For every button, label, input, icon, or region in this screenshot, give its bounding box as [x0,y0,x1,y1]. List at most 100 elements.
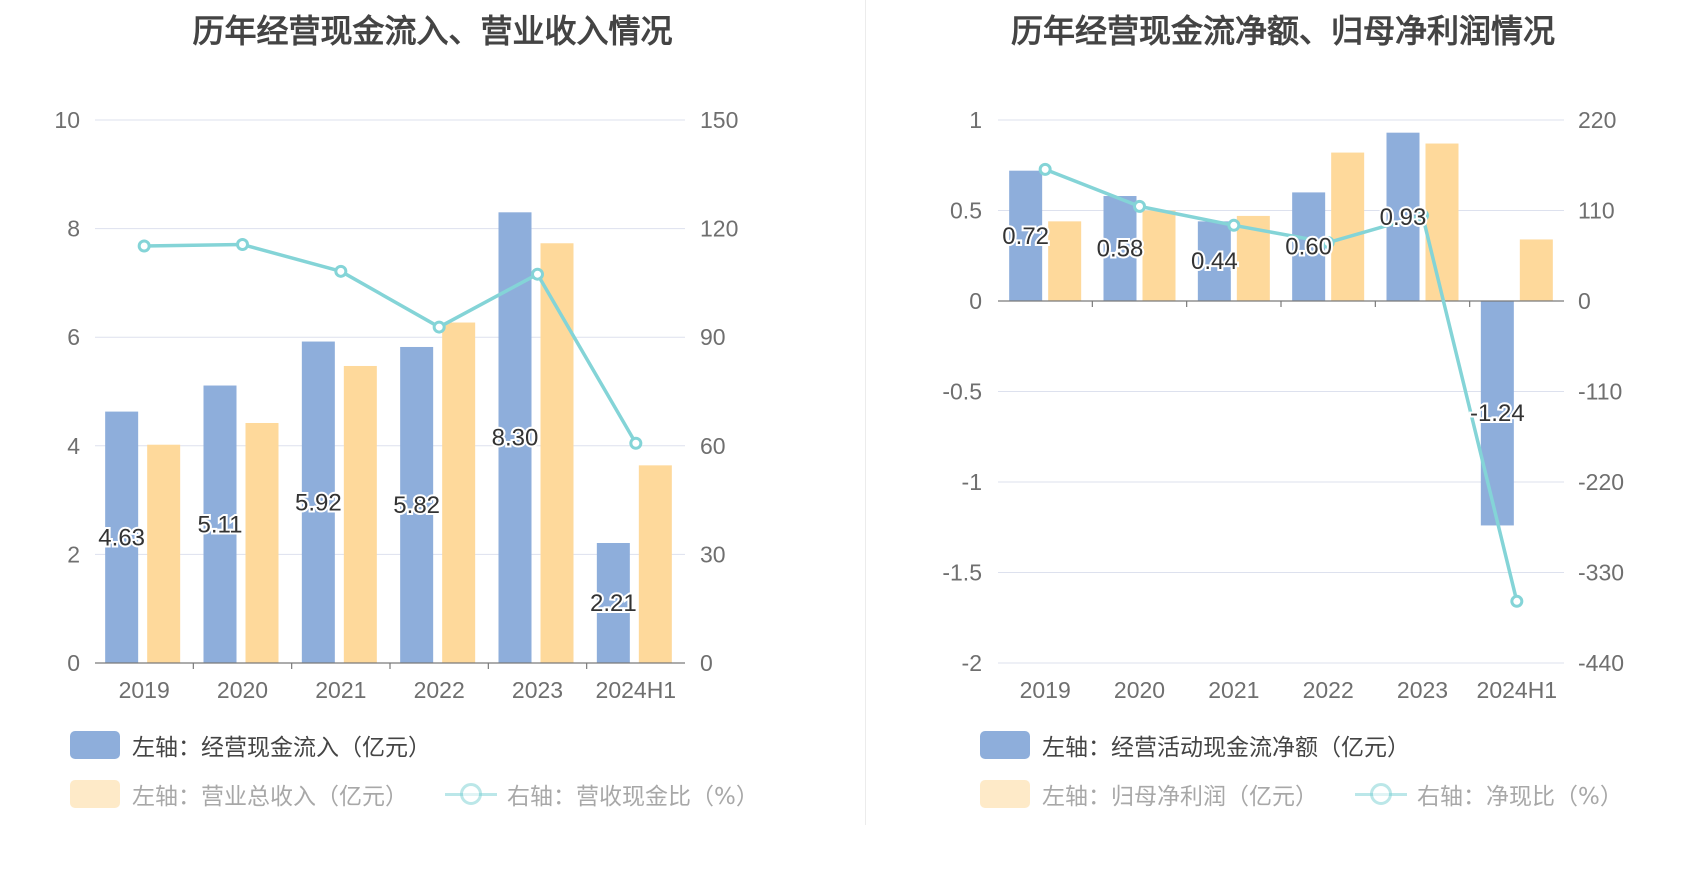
legend-item-revenue[interactable]: 左轴：营业总收入（亿元） [70,777,408,811]
legend-label: 右轴：营收现金比（%） [507,784,759,810]
bar-value-label: 5.82 [393,492,440,519]
chart-net-cash-flow-profit: -2 -1.5 -1 -0.5 0 0.5 1 -440 -330 -220 -110 0 110 220… [942,107,1624,703]
line-point [1321,236,1335,250]
legend-item-net-cash-ratio[interactable]: 右轴：净现比（%） [1355,777,1623,811]
legend-label: 左轴：归母净利润（亿元） [1042,784,1318,810]
bar-value-label: 0.60 [1285,234,1332,261]
bar-secondary [442,322,476,663]
bar-secondary [343,365,377,663]
x-tick-label: 2020 [217,677,268,703]
legend-label: 右轴：净现比（%） [1417,784,1623,810]
x-tick-label: 2020 [1114,677,1165,703]
y-right-tick-label: -220 [1578,469,1624,495]
y-left-tick-label: 2 [67,541,80,567]
y-right-tick-label: 60 [700,433,726,459]
y-left-tick-label: 6 [67,324,80,350]
line-point [531,267,544,281]
bar-secondary [638,465,672,663]
bar-primary [596,542,630,663]
line-point [629,436,643,450]
legend-item-net-profit[interactable]: 左轴：归母净利润（亿元） [980,777,1318,811]
legend-line-marker-icon [1355,780,1407,808]
x-tick-label: 2019 [119,677,170,703]
bar-value-label: 2.21 [590,590,637,617]
legend-label: 左轴：经营活动现金流净额（亿元） [1042,735,1410,761]
legend-line-marker-icon [445,780,497,808]
y-left-tick-label: -1 [962,469,982,495]
bar-secondary [1142,210,1176,301]
panel-divider [865,0,866,825]
line-series [144,242,638,445]
bar-secondary [1519,239,1553,301]
line-series [1044,167,1519,602]
x-tick-label: 2023 [1397,677,1448,703]
bar-value-label: 0.72 [1002,223,1049,250]
bar-primary [1480,301,1514,526]
x-tick-label: 2024H1 [1477,677,1558,703]
x-tick-label: 2021 [315,677,366,703]
y-right-tick-label: 90 [700,324,726,350]
line-point [1416,208,1429,222]
y-right-tick-label: 110 [1578,198,1615,224]
bar-secondary [540,243,574,664]
legend-label: 左轴：营业总收入（亿元） [132,784,408,810]
bar-secondary [1331,152,1365,301]
bar-secondary [147,444,181,663]
y-left-tick-label: 0.5 [950,198,982,224]
bar-secondary [1425,143,1459,301]
legend-swatch [70,780,120,808]
bar-primary [203,385,237,663]
line-point [1133,199,1146,213]
y-right-tick-label: -330 [1578,560,1624,586]
bar-value-label: 5.11 [198,511,243,538]
legend-swatch [980,780,1030,808]
bar-secondary [245,422,279,663]
line-point [432,320,446,334]
line-point [334,264,348,278]
legend-item-cash-inflow[interactable]: 左轴：经营现金流入（亿元） [70,728,431,762]
x-tick-label: 2023 [512,677,563,703]
y-left-tick-label: 10 [54,107,80,133]
legend-item-revenue-cash-ratio[interactable]: 右轴：营收现金比（%） [445,777,759,811]
y-right-tick-label: 0 [700,650,713,676]
bar-value-label: 4.63 [98,524,145,551]
bar-value-label: 0.93 [1380,204,1427,231]
y-left-tick-label: 0 [67,650,80,676]
bar-value-label: 0.58 [1097,236,1144,263]
x-tick-label: 2022 [414,677,465,703]
y-right-tick-label: 120 [700,216,738,242]
bar-primary [1009,170,1043,301]
chart-title: 历年经营现金流入、营业收入情况 [192,12,673,50]
x-tick-label: 2019 [1020,677,1071,703]
chart-cash-inflow-revenue: 0 2 4 6 8 10 0 30 60 90 120 150 2019 2020 2021 2022 2023… [54,107,738,703]
y-left-tick-label: -1.5 [942,560,982,586]
bar-value-label: 8.30 [492,425,539,452]
bar-primary [1103,196,1137,301]
legend-swatch [70,731,120,759]
y-right-tick-label: 0 [1578,288,1591,314]
bar-secondary [1048,221,1082,301]
y-left-tick-label: -0.5 [942,379,982,405]
bar-primary [1197,221,1231,301]
line-point [1510,594,1524,608]
line-point [1227,218,1241,232]
legend-swatch [980,731,1030,759]
y-left-tick-label: 0 [969,288,982,314]
bar-value-label: 5.92 [295,489,342,516]
bar-primary [1292,192,1326,301]
y-left-tick-label: 4 [67,433,80,459]
line-point [1038,162,1052,176]
legend-item-net-operating-cash-flow[interactable]: 左轴：经营活动现金流净额（亿元） [980,728,1410,762]
bar-primary [301,341,335,663]
chart-panel-cash-inflow-revenue: 历年经营现金流入、营业收入情况 0 2 4 6 8 10 0 30 60 90 120 150 2019… [54,12,759,811]
chart-title: 历年经营现金流净额、归母净利润情况 [1010,12,1555,50]
y-right-tick-label: 30 [700,541,726,567]
x-tick-label: 2021 [1208,677,1259,703]
x-tick-label: 2024H1 [596,677,677,703]
y-left-tick-label: -2 [962,650,982,676]
line-point [236,238,249,252]
line-point [137,239,151,253]
x-tick-label: 2022 [1303,677,1354,703]
y-right-tick-label: 150 [700,107,738,133]
bar-primary [105,411,139,663]
